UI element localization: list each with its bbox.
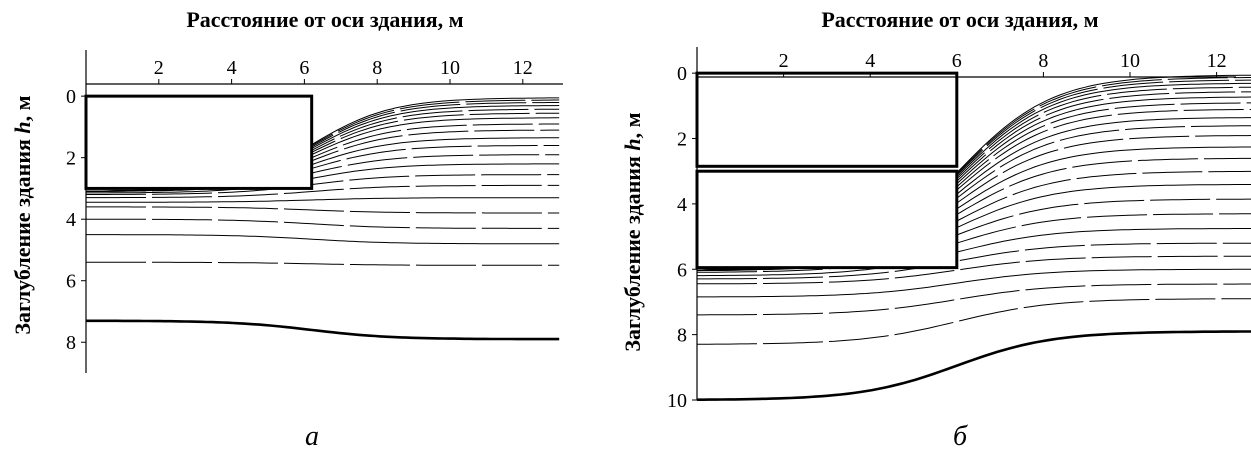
- y-axis-label-unit: , м: [620, 112, 645, 138]
- contour-line: [696, 213, 1251, 273]
- x-tick-label: 6: [952, 50, 962, 72]
- contour-line: [697, 298, 1251, 345]
- x-tick-label: 10: [440, 57, 460, 79]
- chart-panel-b: Расстояние от оси здания, м Заглубление з…: [620, 7, 1251, 452]
- contour-line: [86, 154, 560, 192]
- building-block: [695, 71, 959, 168]
- y-tick-label: 10: [667, 390, 687, 412]
- panel-caption: б: [953, 421, 968, 452]
- contour-line: [86, 234, 560, 245]
- chart-title: Расстояние от оси здания, м: [186, 7, 463, 32]
- contour-line: [86, 197, 560, 203]
- chart-title: Расстояние от оси здания, м: [821, 7, 1098, 32]
- panel-caption: а: [305, 421, 319, 452]
- y-tick-label: 0: [66, 86, 76, 108]
- y-tick-label: 6: [677, 259, 687, 281]
- x-tick-label: 12: [1207, 50, 1227, 72]
- x-tick-label: 6: [299, 57, 309, 79]
- y-tick-label: 8: [66, 332, 76, 354]
- y-axis-label-text: Заглубление здания: [620, 151, 645, 352]
- x-tick-label: 8: [372, 57, 382, 79]
- y-axis-label-text: Заглубление здания: [10, 134, 35, 335]
- x-tick-label: 4: [865, 50, 875, 72]
- contour-line: [86, 206, 560, 214]
- y-axis-label-unit: , м: [10, 95, 35, 121]
- contour-line: [86, 218, 560, 229]
- contour-line: [697, 242, 1251, 280]
- contour-line: [697, 228, 1251, 277]
- contour-line: [697, 268, 1251, 298]
- building-block: [84, 94, 314, 190]
- contour-line: [697, 330, 1251, 401]
- chart-panel-a: Расстояние от оси здания, м Заглубление з…: [10, 7, 563, 452]
- y-tick-label: 2: [677, 129, 687, 151]
- contour-line: [86, 163, 560, 194]
- y-axis-label: Заглубление здания h, м: [10, 95, 35, 334]
- x-tick-label: 8: [1038, 50, 1048, 72]
- y-tick-label: 2: [66, 148, 76, 170]
- x-tick-label: 2: [779, 50, 789, 72]
- x-tick-label: 12: [513, 57, 533, 79]
- contour-line: [697, 283, 1251, 316]
- contour-line: [86, 261, 560, 266]
- x-tick-label: 4: [227, 57, 237, 79]
- building-block: [695, 169, 959, 270]
- x-tick-label: 2: [154, 57, 164, 79]
- y-axis-label-var: h: [620, 138, 645, 150]
- y-tick-label: 4: [677, 194, 687, 216]
- contour-line: [86, 174, 560, 195]
- y-tick-label: 8: [677, 325, 687, 347]
- y-axis-label: Заглубление здания h, м: [620, 112, 645, 351]
- contour-line: [86, 184, 560, 199]
- y-axis-label-var: h: [10, 121, 35, 133]
- y-tick-label: 6: [66, 271, 76, 293]
- y-tick-label: 0: [677, 63, 687, 85]
- y-tick-label: 4: [66, 209, 76, 231]
- contour-line: [697, 255, 1251, 285]
- contour-line: [86, 319, 560, 341]
- x-tick-label: 10: [1120, 50, 1140, 72]
